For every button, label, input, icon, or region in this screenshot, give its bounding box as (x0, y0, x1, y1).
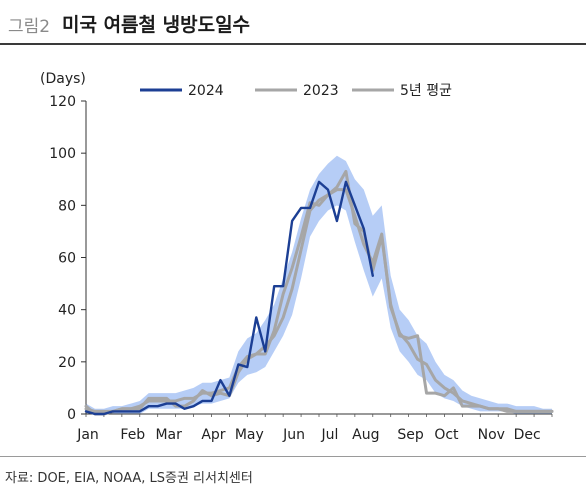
header-rule (0, 43, 586, 45)
legend-label: 5년 평균 (400, 83, 452, 99)
y-tick-label: 80 (58, 198, 76, 214)
x-tick-label: Nov (478, 427, 505, 443)
y-tick-label: 20 (58, 355, 76, 371)
x-tick-label: Feb (120, 427, 145, 443)
series-line-2023 (84, 169, 554, 416)
y-tick-label: 120 (49, 94, 76, 110)
x-tick-label: Mar (155, 427, 182, 443)
y-tick-label: 100 (49, 146, 76, 162)
x-tick-label: Aug (352, 427, 379, 443)
figure-number: 그림2 (8, 17, 51, 37)
x-tick-label: Sep (397, 427, 424, 443)
source-note: 자료: DOE, EIA, NOAA, LS증권 리서치센터 (5, 471, 253, 486)
x-tick-label: Apr (201, 427, 225, 443)
figure-header: 그림2 미국 여름철 냉방도일수 (0, 0, 586, 45)
y-tick-label: 60 (58, 251, 76, 267)
x-tick-label: Jun (282, 427, 305, 443)
y-tick-label: 40 (58, 303, 76, 319)
chart-title: 미국 여름철 냉방도일수 (62, 14, 251, 36)
legend-label: 2023 (303, 83, 339, 99)
x-tick-label: Oct (434, 427, 459, 443)
series-line-2024 (84, 180, 374, 416)
y-axis-label: (Days) (40, 71, 86, 87)
x-tick-label: Dec (514, 427, 541, 443)
x-tick-label: May (235, 427, 264, 443)
x-tick-label: Jan (76, 427, 99, 443)
series-line-avg5 (84, 188, 554, 413)
y-tick-label: 0 (67, 407, 76, 423)
range-band (86, 155, 552, 414)
legend-label: 2024 (188, 83, 224, 99)
x-tick-label: Jul (321, 427, 339, 443)
chart: 0 20 40 60 80 100 120 (Days) Jan Feb Mar Apr May Jun J… (40, 71, 554, 443)
footer-rule (0, 456, 586, 457)
